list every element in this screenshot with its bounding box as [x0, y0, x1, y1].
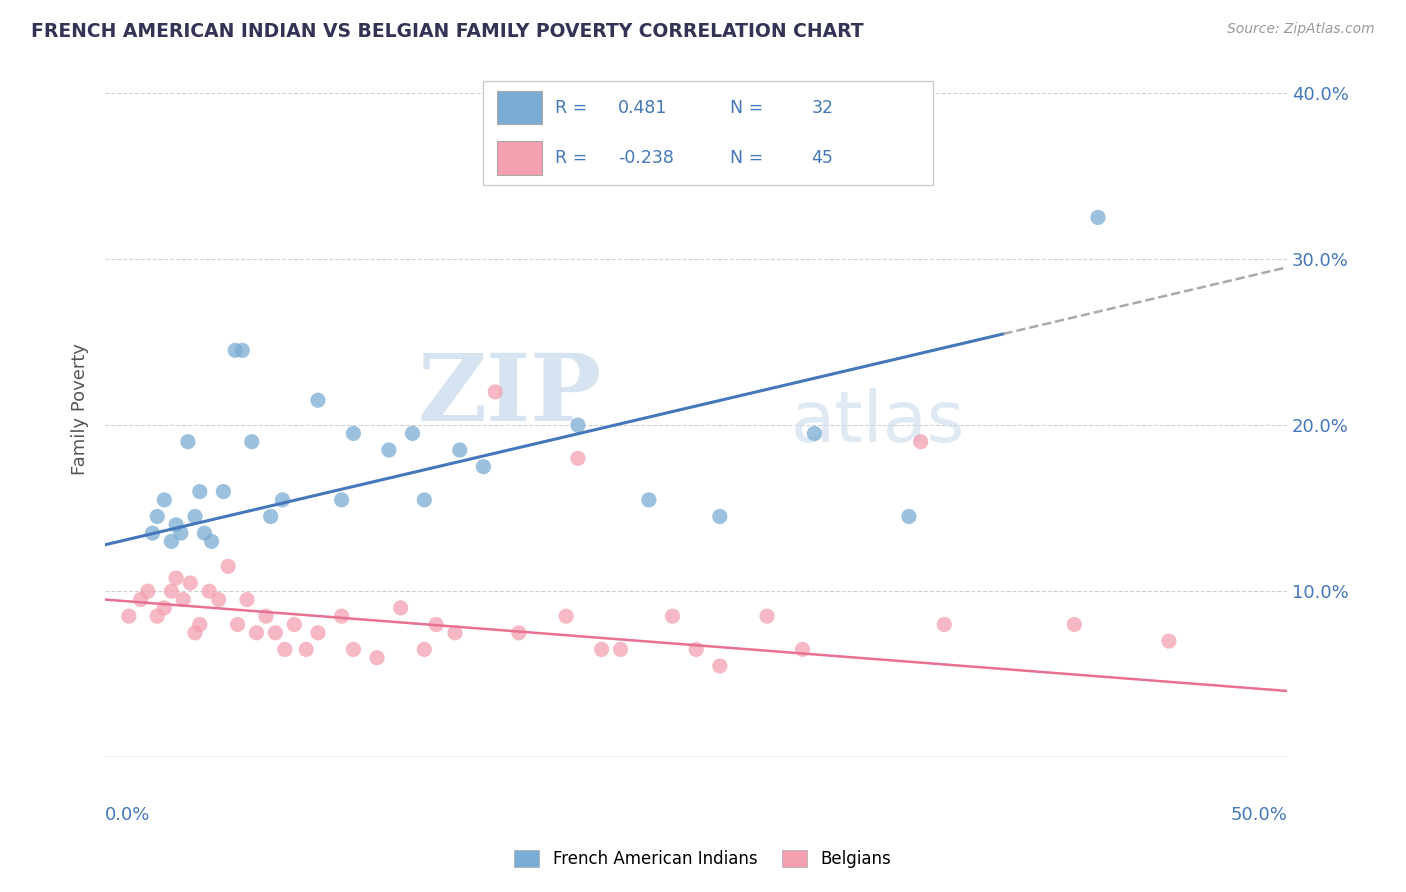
Point [146, 609, 169, 624]
Point [118, 609, 141, 624]
Point [413, 642, 436, 657]
Point [264, 625, 287, 640]
Point [179, 576, 201, 591]
Text: Source: ZipAtlas.com: Source: ZipAtlas.com [1227, 22, 1375, 37]
Point [236, 592, 259, 607]
Text: FRENCH AMERICAN INDIAN VS BELGIAN FAMILY POVERTY CORRELATION CHART: FRENCH AMERICAN INDIAN VS BELGIAN FAMILY… [31, 22, 863, 41]
Point [685, 642, 707, 657]
Point [709, 659, 731, 673]
Point [136, 584, 159, 599]
Point [231, 343, 253, 358]
Point [1157, 634, 1180, 648]
Point [217, 559, 239, 574]
Point [609, 642, 631, 657]
Point [295, 642, 318, 657]
Point [177, 434, 200, 449]
Point [484, 384, 506, 399]
Text: atlas: atlas [790, 388, 965, 457]
Point [141, 526, 163, 541]
Point [208, 592, 231, 607]
Point [200, 534, 222, 549]
Point [1063, 617, 1085, 632]
Point [260, 509, 283, 524]
Text: ZIP: ZIP [418, 350, 602, 440]
Point [153, 492, 176, 507]
Point [198, 584, 221, 599]
Text: 50.0%: 50.0% [1230, 806, 1286, 824]
Point [274, 642, 297, 657]
Point [226, 617, 249, 632]
Point [254, 609, 277, 624]
Point [378, 443, 401, 458]
Point [172, 592, 194, 607]
Point [389, 600, 412, 615]
Point [366, 650, 388, 665]
Point [307, 393, 329, 408]
Point [803, 426, 825, 441]
Text: 0.0%: 0.0% [105, 806, 150, 824]
Point [444, 625, 467, 640]
Legend: French American Indians, Belgians: French American Indians, Belgians [508, 843, 898, 875]
Point [188, 617, 211, 632]
Point [330, 609, 353, 624]
Point [401, 426, 423, 441]
Point [425, 617, 447, 632]
Point [184, 625, 207, 640]
Point [472, 459, 495, 474]
Point [342, 426, 364, 441]
Point [184, 509, 207, 524]
Point [165, 517, 187, 532]
Point [170, 526, 193, 541]
Point [519, 136, 541, 150]
Point [1087, 211, 1109, 225]
Point [792, 642, 814, 657]
Point [555, 609, 578, 624]
Point [638, 492, 661, 507]
Point [240, 434, 263, 449]
Point [897, 509, 920, 524]
Point [756, 609, 779, 624]
Point [245, 625, 267, 640]
Point [449, 443, 471, 458]
Point [910, 434, 932, 449]
Point [271, 492, 294, 507]
Point [709, 509, 731, 524]
Point [160, 534, 183, 549]
Point [283, 617, 305, 632]
Point [661, 609, 683, 624]
Point [212, 484, 235, 499]
Point [413, 492, 436, 507]
Point [330, 492, 353, 507]
Point [160, 584, 183, 599]
Point [567, 451, 589, 466]
Point [188, 484, 211, 499]
Point [153, 600, 176, 615]
Point [165, 571, 187, 585]
Point [508, 625, 530, 640]
Point [934, 617, 956, 632]
Point [129, 592, 152, 607]
Point [307, 625, 329, 640]
Point [591, 642, 613, 657]
Point [224, 343, 246, 358]
Point [567, 418, 589, 433]
Point [342, 642, 364, 657]
Y-axis label: Family Poverty: Family Poverty [72, 343, 89, 475]
Point [146, 509, 169, 524]
Point [193, 526, 215, 541]
